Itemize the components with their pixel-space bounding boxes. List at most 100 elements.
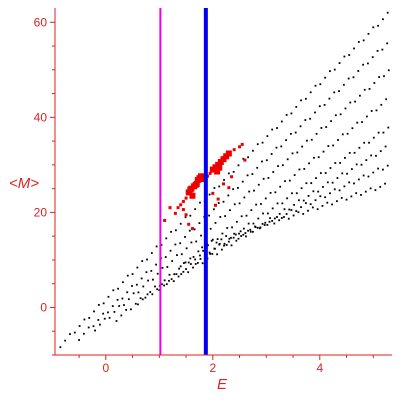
data-point: [372, 26, 375, 29]
data-point: [373, 82, 376, 84]
data-point: [337, 139, 339, 141]
data-point: [269, 217, 271, 220]
data-point: [252, 222, 255, 225]
data-point: [290, 209, 293, 211]
data-point: [364, 190, 367, 193]
highlight-point: [230, 175, 234, 179]
data-point: [187, 261, 190, 264]
data-point: [154, 285, 156, 288]
data-point: [158, 289, 161, 292]
data-point: [178, 267, 181, 270]
data-point: [333, 68, 336, 71]
data-point: [319, 83, 322, 86]
data-point: [107, 311, 109, 314]
data-point: [103, 317, 106, 320]
data-point: [184, 236, 186, 238]
data-point: [272, 171, 275, 173]
data-point: [293, 174, 296, 176]
data-point: [323, 104, 326, 106]
y-tick-label: 20: [34, 205, 48, 219]
data-point: [59, 346, 62, 349]
data-point: [82, 332, 85, 335]
data-point: [302, 199, 305, 202]
data-point: [322, 150, 325, 153]
data-point: [290, 132, 292, 135]
data-point: [304, 119, 307, 121]
data-point: [267, 177, 270, 179]
data-point: [354, 100, 356, 103]
data-point: [88, 317, 91, 319]
data-point: [281, 164, 284, 167]
data-point: [249, 228, 252, 231]
highlight-point: [208, 171, 212, 175]
data-point: [295, 105, 298, 108]
data-point: [97, 303, 100, 306]
data-point: [385, 98, 388, 101]
data-point: [372, 136, 375, 139]
data-point: [299, 125, 302, 128]
highlight-point: [232, 148, 236, 152]
data-point: [356, 121, 359, 124]
data-point: [386, 42, 389, 45]
data-point: [257, 183, 260, 186]
data-point: [367, 175, 370, 178]
data-point: [330, 120, 332, 123]
data-point: [329, 192, 331, 195]
data-point: [211, 253, 214, 255]
data-point: [273, 222, 276, 225]
data-point: [315, 177, 317, 180]
data-point: [266, 212, 269, 215]
data-point: [240, 215, 243, 218]
data-point: [252, 230, 254, 233]
highlight-point: [213, 203, 217, 207]
y-tick-label: 0: [40, 300, 47, 314]
data-point: [250, 209, 253, 212]
data-point: [360, 193, 362, 196]
data-point: [370, 154, 373, 157]
data-point: [107, 295, 110, 298]
data-point: [134, 302, 137, 305]
data-point: [387, 69, 390, 72]
data-point: [168, 273, 171, 276]
data-point: [228, 237, 231, 240]
data-point: [164, 256, 167, 258]
data-point: [194, 263, 197, 265]
data-point: [336, 200, 338, 203]
data-point: [235, 220, 238, 223]
data-point: [331, 181, 334, 184]
data-point: [213, 187, 216, 189]
data-point: [324, 196, 327, 199]
data-point: [265, 159, 268, 162]
data-point: [294, 131, 297, 134]
data-point: [208, 193, 211, 196]
data-point: [353, 151, 356, 154]
data-point: [217, 202, 220, 204]
data-point: [381, 48, 384, 51]
data-point: [270, 153, 273, 155]
data-point: [184, 216, 187, 219]
data-point: [223, 244, 225, 247]
y-axis-label: <M>: [9, 175, 39, 192]
highlight-point: [190, 227, 194, 231]
data-point: [359, 94, 361, 97]
data-point: [374, 189, 377, 192]
data-point: [212, 208, 215, 211]
data-point: [290, 112, 293, 115]
data-point: [368, 87, 371, 90]
data-point: [194, 258, 197, 261]
data-point: [165, 283, 168, 286]
data-point: [287, 217, 290, 220]
data-point: [161, 266, 164, 269]
data-point: [237, 186, 239, 189]
data-point: [316, 208, 319, 211]
data-point: [292, 214, 295, 217]
highlight-point: [243, 158, 247, 162]
data-point: [117, 287, 120, 290]
data-point: [244, 232, 247, 234]
data-point: [243, 196, 246, 199]
data-point: [189, 257, 192, 260]
data-point: [147, 279, 149, 282]
data-point: [199, 201, 201, 204]
data-point: [334, 162, 337, 164]
data-point: [174, 243, 177, 246]
